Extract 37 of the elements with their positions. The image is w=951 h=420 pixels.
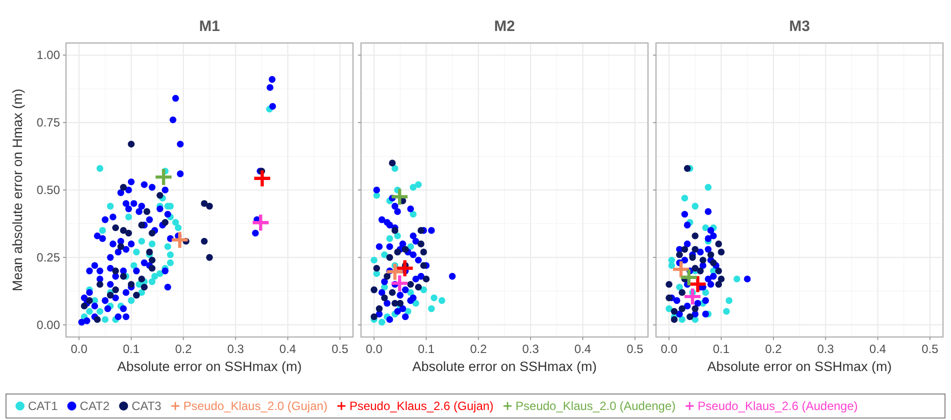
- legend-label: Pseudo_Klaus_2.6 (Gujan): [349, 399, 494, 413]
- chart-title: M3: [789, 18, 810, 35]
- x-tick-label: 0.1: [712, 342, 730, 356]
- x-axis-title: Absolute error on SSHmax (m): [412, 359, 597, 374]
- x-tick-label: 0.1: [418, 342, 435, 356]
- x-axis-title: Absolute error on SSHmax (m): [117, 359, 302, 374]
- x-tick-label: 0.5: [332, 342, 349, 356]
- legend-label: CAT2: [80, 399, 110, 413]
- x-tick-label: 0.0: [70, 342, 88, 356]
- legend-label: CAT1: [28, 399, 58, 413]
- y-tick-label: 1.00: [36, 48, 60, 62]
- x-tick-label: 0.4: [279, 342, 296, 356]
- legend-label: Pseudo_Klaus_2.0 (Audenge): [516, 399, 676, 413]
- y-tick-label: 0.00: [36, 318, 60, 332]
- x-tick-label: 0.2: [175, 342, 192, 356]
- x-tick-label: 0.0: [366, 342, 383, 356]
- x-tick-label: 0.3: [817, 342, 834, 356]
- y-tick-label: 0.50: [36, 183, 60, 197]
- x-tick-label: 0.3: [522, 342, 540, 356]
- x-tick-label: 0.2: [765, 342, 782, 356]
- chart-title: M1: [199, 18, 220, 35]
- x-tick-label: 0.5: [626, 342, 644, 356]
- y-tick-label: 0.75: [36, 116, 60, 130]
- legend-label: Pseudo_Klaus_2.6 (Audenge): [698, 399, 858, 413]
- x-tick-label: 0.2: [470, 342, 488, 356]
- legend-label: Pseudo_Klaus_2.0 (Gujan): [183, 399, 328, 413]
- x-tick-label: 0.0: [660, 342, 678, 356]
- x-axis-title: Absolute error on SSHmax (m): [707, 359, 892, 374]
- y-tick-label: 0.25: [36, 250, 60, 264]
- legend-label: CAT3: [132, 399, 162, 413]
- x-tick-label: 0.3: [227, 342, 244, 356]
- x-tick-label: 0.4: [574, 342, 592, 356]
- x-tick-label: 0.4: [869, 342, 886, 356]
- chart-title: M2: [494, 18, 515, 35]
- x-tick-label: 0.5: [922, 342, 939, 356]
- x-tick-label: 0.1: [122, 342, 140, 356]
- y-axis-title: Mean absolute error on Hmax (m): [10, 88, 25, 292]
